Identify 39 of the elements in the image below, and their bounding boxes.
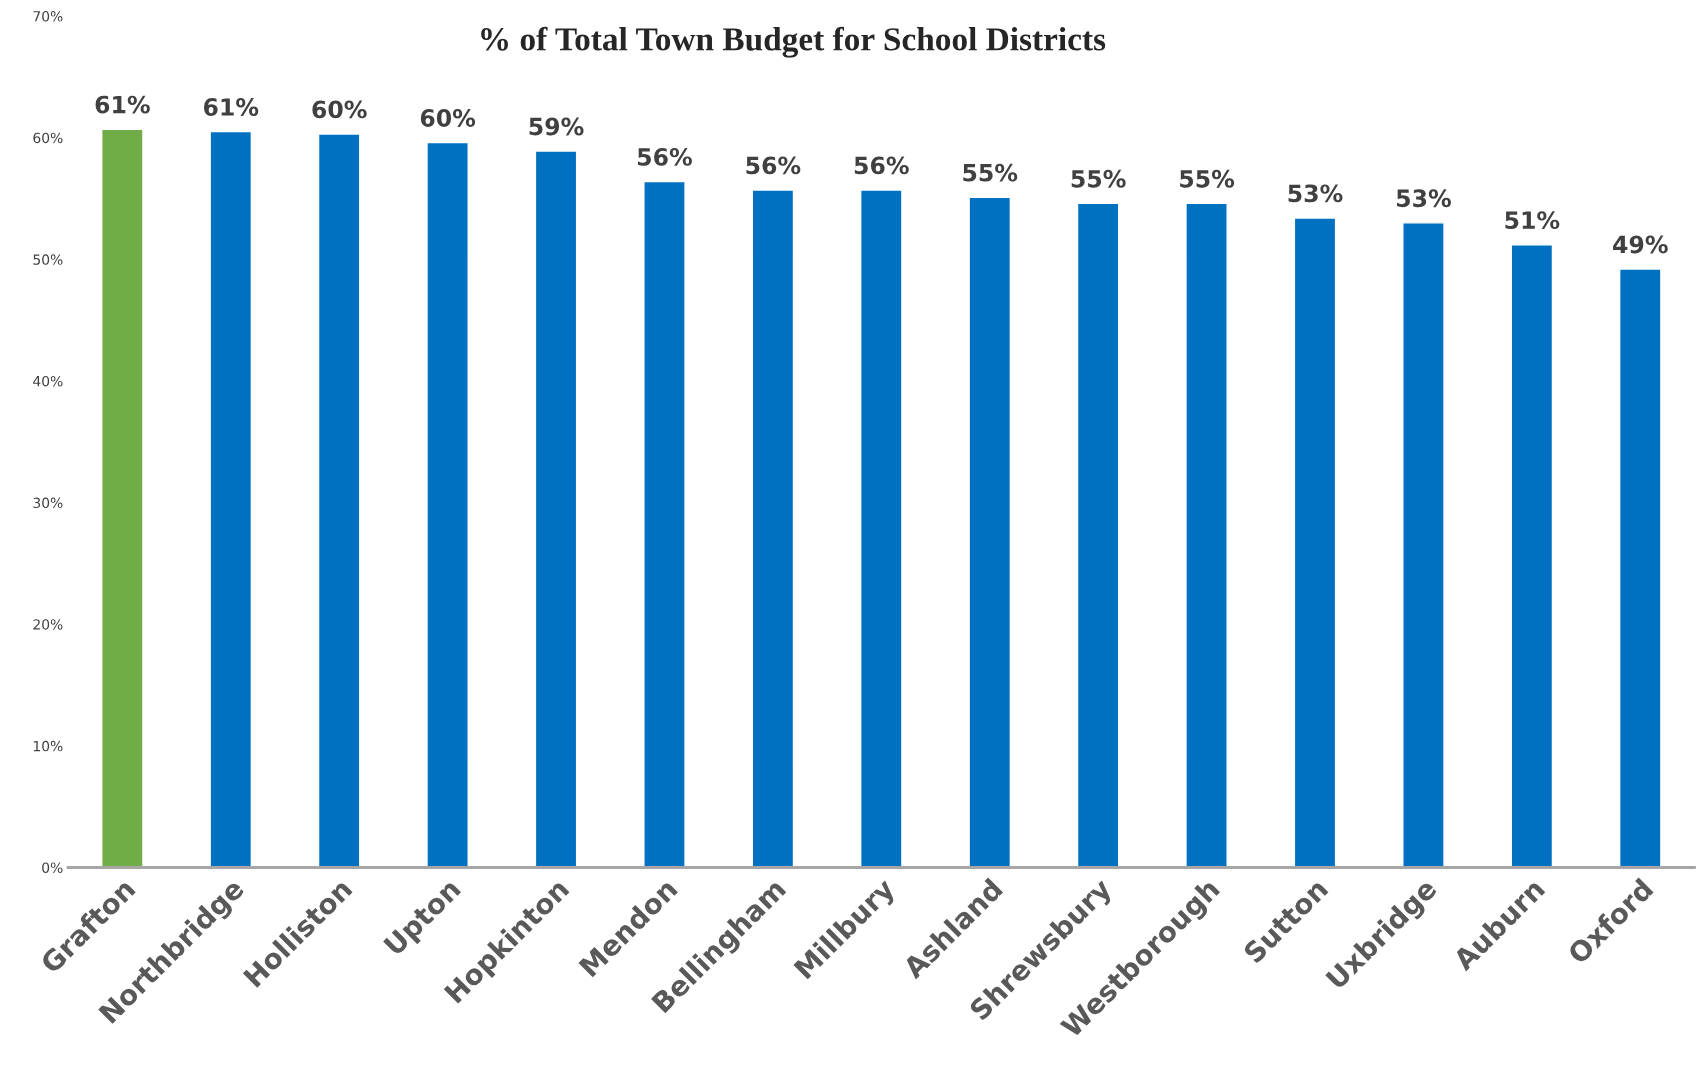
bar [1293, 217, 1337, 868]
data-label: 55% [963, 163, 1018, 182]
bar [1076, 202, 1120, 868]
bar [209, 130, 253, 868]
y-tick-label: 40% [33, 375, 63, 387]
data-label: 60% [420, 109, 476, 127]
data-label: 61% [203, 98, 259, 116]
data-label: 56% [854, 156, 909, 175]
bar [968, 196, 1012, 868]
data-label: 59% [529, 117, 584, 136]
data-label: 53% [1396, 189, 1451, 208]
data-label: 56% [638, 147, 692, 166]
y-tick-label: 70% [33, 11, 63, 22]
y-tick-label: 20% [33, 619, 63, 630]
bar [751, 189, 795, 868]
bar [1510, 244, 1554, 868]
y-tick-label: 10% [33, 740, 63, 752]
bar [1402, 222, 1445, 868]
bar [860, 189, 903, 868]
data-label: 56% [746, 156, 801, 175]
bar [1618, 268, 1662, 868]
data-label: 51% [1505, 211, 1560, 230]
bar [101, 128, 144, 868]
bar [317, 133, 361, 868]
data-label: 53% [1288, 184, 1343, 203]
data-label: 55% [1180, 169, 1235, 188]
data-label: 49% [1613, 235, 1668, 254]
y-tick-label: 0% [42, 862, 63, 873]
y-tick-label: 30% [33, 497, 63, 509]
data-label: 61% [95, 95, 150, 114]
data-label: 55% [1071, 169, 1126, 188]
y-tick-label: 50% [33, 254, 63, 265]
bar [643, 180, 686, 868]
bar [1185, 202, 1228, 868]
data-label: 60% [312, 100, 367, 119]
chart-title: % of Total Town Budget for School Districts [481, 26, 1106, 58]
bar [426, 141, 469, 868]
bar [534, 150, 578, 868]
y-tick-label: 60% [33, 132, 63, 144]
